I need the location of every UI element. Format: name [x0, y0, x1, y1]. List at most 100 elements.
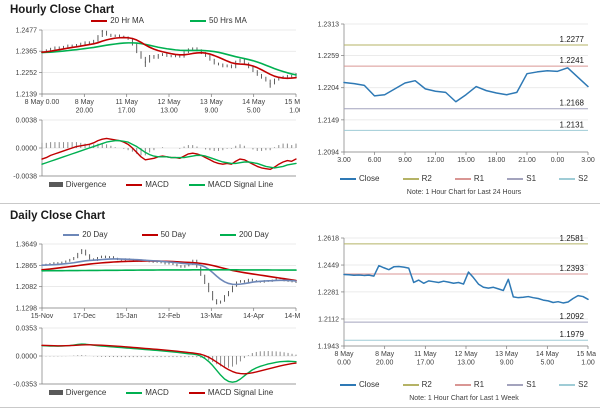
- svg-text:1.2094: 1.2094: [318, 150, 340, 157]
- svg-text:12.00: 12.00: [427, 157, 445, 164]
- legend-label: Close: [359, 174, 380, 183]
- line-swatch-200day-ma: [219, 233, 236, 236]
- legend-label: R2: [421, 380, 432, 389]
- line-swatch-s2: [559, 383, 576, 386]
- legend-item-close: Close: [340, 380, 379, 389]
- hourly-pivot-legend: Close R2 R1 S1 S2: [340, 174, 588, 183]
- daily-close-chart-panel: Daily Close Chart 20 Day 50 Day 200 Day …: [6, 208, 300, 404]
- line-swatch-20day-ma: [63, 233, 80, 236]
- legend-item-macd: MACD: [126, 388, 169, 397]
- svg-text:1.2259: 1.2259: [318, 53, 340, 60]
- svg-text:1.2131: 1.2131: [560, 120, 585, 129]
- legend-item-close: Close: [340, 174, 379, 183]
- legend-item-s1: S1: [507, 174, 536, 183]
- line-swatch-50hr-ma: [190, 19, 206, 22]
- legend-label: MACD: [145, 388, 169, 397]
- svg-text:1.2168: 1.2168: [560, 99, 585, 108]
- line-swatch-s1: [507, 177, 524, 180]
- svg-text:17-Dec: 17-Dec: [73, 313, 96, 320]
- legend-label: S2: [578, 380, 588, 389]
- horizontal-divider-top: [0, 203, 600, 204]
- svg-text:14-May: 14-May: [284, 313, 300, 320]
- svg-text:1.2477: 1.2477: [16, 28, 38, 35]
- svg-text:0.0353: 0.0353: [16, 326, 38, 333]
- legend-label: R1: [473, 174, 485, 183]
- legend-label: MACD: [145, 180, 169, 189]
- svg-text:1.2618: 1.2618: [318, 236, 340, 243]
- svg-text:1.2139: 1.2139: [16, 92, 38, 99]
- svg-text:1.2112: 1.2112: [318, 316, 339, 323]
- line-swatch-macd-signal: [188, 183, 205, 186]
- legend-label: S2: [578, 174, 588, 183]
- line-swatch-r2: [402, 383, 419, 386]
- legend-item-50day-ma: 50 Day: [141, 230, 186, 239]
- svg-text:1.2365: 1.2365: [16, 49, 38, 56]
- daily-macd-legend: Divergence MACD MACD Signal Line: [26, 388, 296, 397]
- hourly-price-legend: 20 Hr MA 50 Hrs MA: [42, 16, 296, 25]
- legend-label: Divergence: [65, 180, 107, 189]
- svg-text:0.0000: 0.0000: [16, 354, 38, 361]
- line-swatch-close: [340, 177, 356, 180]
- svg-text:18.00: 18.00: [488, 157, 506, 164]
- svg-text:1.1943: 1.1943: [318, 344, 340, 351]
- svg-text:9.00: 9.00: [398, 157, 412, 164]
- legend-item-s2: S2: [559, 380, 588, 389]
- bar-swatch-divergence: [48, 390, 63, 395]
- svg-text:8 May 0.00: 8 May 0.00: [25, 99, 60, 106]
- legend-label: MACD Signal Line: [207, 388, 274, 397]
- legend-item-r2: R2: [402, 380, 432, 389]
- svg-text:3.00: 3.00: [337, 157, 351, 164]
- legend-item-macd: MACD: [126, 180, 169, 189]
- legend-label: Divergence: [65, 388, 107, 397]
- legend-item-s2: S2: [559, 174, 588, 183]
- svg-text:1.2581: 1.2581: [560, 234, 585, 243]
- legend-label: Close: [359, 380, 380, 389]
- svg-text:21.00: 21.00: [518, 157, 536, 164]
- svg-text:14-Apr: 14-Apr: [243, 313, 265, 320]
- legend-label: R2: [421, 174, 432, 183]
- legend-label: MACD Signal Line: [207, 180, 274, 189]
- weekly-pivot-note: Note: 1 Hour Chart for Last 1 Week: [409, 395, 519, 402]
- svg-text:1.2277: 1.2277: [560, 35, 585, 44]
- legend-label: 20 Hr MA: [110, 16, 144, 25]
- svg-text:1.2281: 1.2281: [318, 289, 340, 296]
- svg-text:1.2449: 1.2449: [318, 263, 340, 270]
- hourly-macd-legend: Divergence MACD MACD Signal Line: [26, 180, 296, 189]
- line-swatch-s2: [559, 177, 576, 180]
- bar-swatch-divergence: [48, 182, 63, 187]
- svg-text:1.2204: 1.2204: [318, 85, 340, 92]
- svg-text:12-Feb: 12-Feb: [158, 313, 180, 320]
- hourly-pivot-chart-panel: 1.2313 1.2259 1.2204 1.2149 1.2094 3.00 6.00 9.…: [300, 4, 596, 200]
- svg-text:0.0000: 0.0000: [16, 146, 38, 153]
- line-swatch-20hr-ma: [91, 19, 108, 22]
- legend-item-200day-ma: 200 Day: [219, 230, 269, 239]
- svg-text:1.2092: 1.2092: [560, 312, 585, 321]
- legend-item-r1: R1: [454, 380, 484, 389]
- weekly-pivot-legend: Close R2 R1 S1 S2: [340, 380, 588, 389]
- svg-text:1.1298: 1.1298: [16, 306, 38, 313]
- line-swatch-macd: [126, 183, 143, 186]
- svg-text:1.3649: 1.3649: [16, 242, 38, 249]
- svg-text:-0.0038: -0.0038: [13, 174, 37, 181]
- line-swatch-macd: [126, 391, 143, 394]
- legend-label: 50 Day: [160, 230, 186, 239]
- svg-text:1.2241: 1.2241: [560, 56, 585, 65]
- legend-label: S1: [526, 380, 537, 389]
- legend-item-20day-ma: 20 Day: [63, 230, 108, 239]
- line-swatch-r2: [402, 177, 419, 180]
- hourly-chart-title: Hourly Close Chart: [10, 4, 115, 16]
- horizontal-divider-bottom: [0, 407, 600, 408]
- weekly-pivot-chart-panel: 1.2618 1.2449 1.2281 1.2112 1.1943 8 May 0.00 8…: [300, 208, 596, 404]
- svg-text:1.2252: 1.2252: [16, 70, 38, 77]
- line-swatch-r1: [454, 177, 471, 180]
